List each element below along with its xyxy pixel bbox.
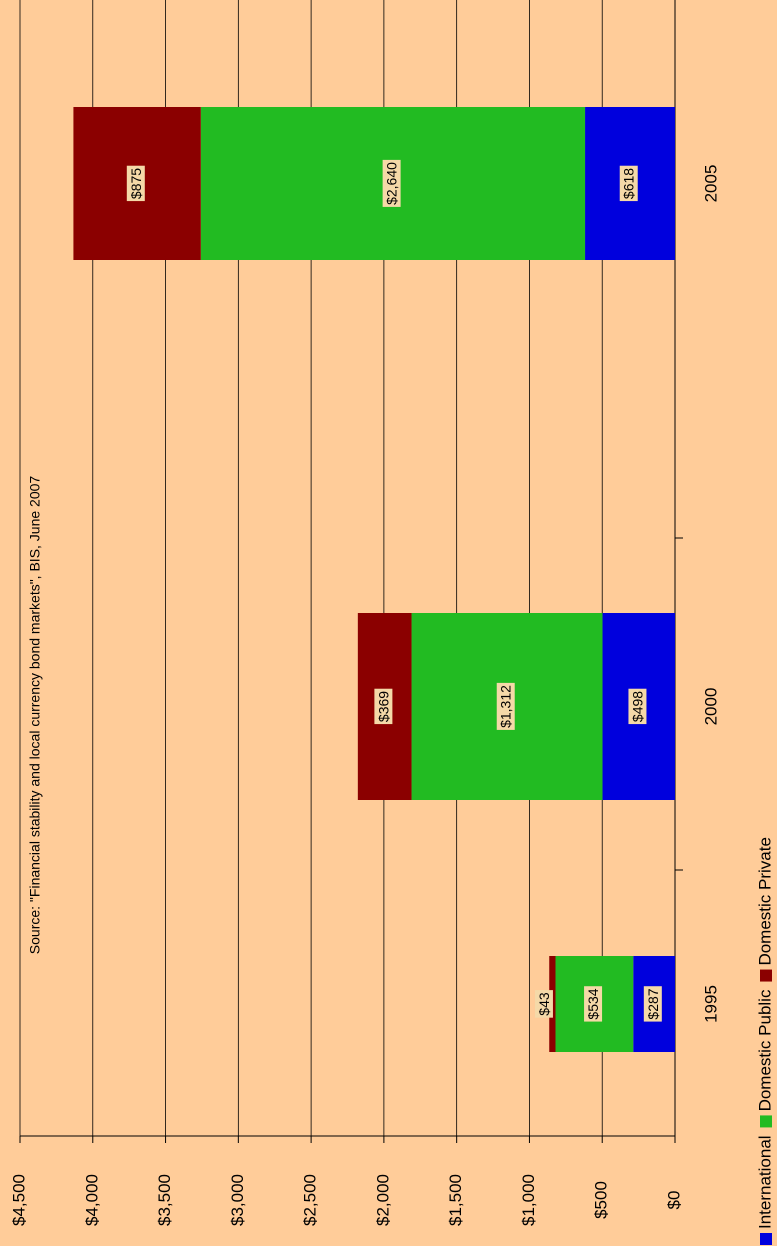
legend-label: Domestic Private bbox=[755, 837, 774, 965]
y-tick-label: $500 bbox=[592, 1181, 611, 1219]
value-label: $618 bbox=[621, 168, 637, 199]
legend: International Domestic Public Domestic Pri… bbox=[755, 837, 774, 1245]
value-label-box bbox=[643, 986, 662, 1022]
y-tick-label: $1,000 bbox=[519, 1174, 538, 1226]
value-label: $287 bbox=[645, 988, 661, 1019]
value-label-box bbox=[534, 990, 553, 1018]
y-tick-label: $4,000 bbox=[82, 1174, 101, 1226]
y-tick-label: $2,500 bbox=[301, 1174, 320, 1226]
value-label: $534 bbox=[585, 988, 601, 1019]
legend-swatch bbox=[760, 1233, 772, 1245]
legend-label: Domestic Public bbox=[755, 989, 774, 1111]
y-tick-label: $4,500 bbox=[9, 1174, 28, 1226]
value-label-box bbox=[126, 165, 145, 202]
value-label-box bbox=[619, 165, 638, 202]
annotation: Source: "Financial stability and local c… bbox=[27, 476, 43, 955]
y-tick-label: $3,500 bbox=[155, 1174, 174, 1226]
value-label: $875 bbox=[128, 168, 144, 199]
legend-swatch bbox=[760, 969, 772, 982]
x-tick-label: 2000 bbox=[701, 688, 720, 726]
legend-label: International bbox=[755, 1135, 774, 1229]
legend-swatch bbox=[760, 1115, 772, 1128]
y-tick-label: $0 bbox=[664, 1191, 683, 1210]
x-tick-label: 2005 bbox=[701, 165, 720, 203]
value-label: $498 bbox=[629, 691, 645, 722]
value-label: $2,640 bbox=[384, 162, 400, 205]
value-label-box bbox=[628, 688, 647, 725]
value-label: $369 bbox=[375, 691, 391, 722]
value-label-box bbox=[584, 986, 603, 1022]
y-tick-label: $2,000 bbox=[373, 1174, 392, 1226]
x-tick-label: 1995 bbox=[701, 985, 720, 1023]
value-label: $1,312 bbox=[498, 685, 514, 728]
value-label-box bbox=[374, 688, 393, 725]
y-tick-label: $3,000 bbox=[228, 1174, 247, 1226]
value-label-box bbox=[496, 682, 515, 730]
value-label: $43 bbox=[536, 992, 552, 1016]
y-tick-label: $1,500 bbox=[446, 1174, 465, 1226]
value-label-box bbox=[382, 159, 401, 207]
